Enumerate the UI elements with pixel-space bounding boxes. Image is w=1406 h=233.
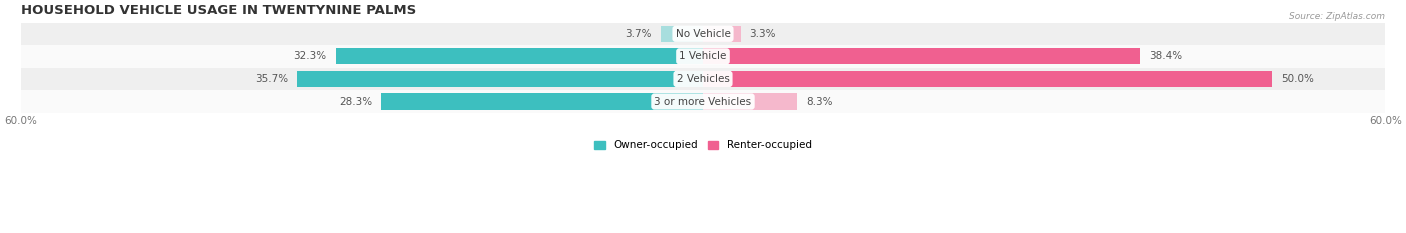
Text: 38.4%: 38.4% — [1149, 51, 1182, 61]
Bar — [703, 71, 1271, 87]
Text: 50.0%: 50.0% — [1281, 74, 1313, 84]
Text: HOUSEHOLD VEHICLE USAGE IN TWENTYNINE PALMS: HOUSEHOLD VEHICLE USAGE IN TWENTYNINE PA… — [21, 4, 416, 17]
Text: 3 or more Vehicles: 3 or more Vehicles — [654, 96, 752, 106]
Text: No Vehicle: No Vehicle — [675, 29, 731, 39]
Text: 8.3%: 8.3% — [807, 96, 832, 106]
Bar — [297, 71, 703, 87]
Bar — [661, 26, 703, 42]
Text: 3.7%: 3.7% — [626, 29, 652, 39]
Bar — [21, 23, 1385, 45]
Text: 32.3%: 32.3% — [294, 51, 326, 61]
Bar — [703, 48, 1140, 65]
Text: 35.7%: 35.7% — [254, 74, 288, 84]
Text: 28.3%: 28.3% — [339, 96, 373, 106]
Text: 1 Vehicle: 1 Vehicle — [679, 51, 727, 61]
Bar — [703, 26, 741, 42]
Bar — [336, 48, 703, 65]
Text: 2 Vehicles: 2 Vehicles — [676, 74, 730, 84]
Bar — [21, 90, 1385, 113]
Bar — [21, 45, 1385, 68]
Bar — [21, 68, 1385, 90]
Bar — [703, 93, 797, 110]
Text: 3.3%: 3.3% — [749, 29, 776, 39]
Bar — [381, 93, 703, 110]
Text: Source: ZipAtlas.com: Source: ZipAtlas.com — [1289, 12, 1385, 21]
Legend: Owner-occupied, Renter-occupied: Owner-occupied, Renter-occupied — [591, 136, 815, 154]
